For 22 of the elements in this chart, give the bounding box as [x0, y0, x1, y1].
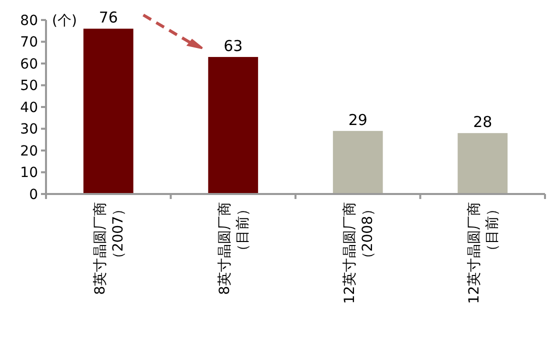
bar [458, 133, 508, 194]
x-tick-label: 12英寸晶圆厂商（2008） [342, 202, 376, 304]
data-label: 76 [98, 8, 118, 27]
y-tick-label: 30 [20, 122, 38, 138]
y-tick-label: 10 [20, 165, 38, 182]
bar [208, 56, 258, 194]
y-tick-label: 60 [20, 56, 38, 72]
x-tick-label: 12英寸晶圆厂商（目前） [466, 202, 501, 304]
y-axis-title: (个) [52, 13, 77, 29]
y-tick-label: 70 [20, 34, 38, 51]
data-label: 28 [473, 113, 492, 132]
data-label: 29 [348, 110, 368, 129]
x-tick-label: 8英寸晶圆厂商（目前） [217, 202, 252, 295]
y-tick-label: 40 [20, 100, 38, 116]
data-label: 63 [224, 36, 243, 55]
y-tick-label: 20 [20, 143, 38, 160]
x-tick-label: 8英寸晶圆厂商（2007） [92, 202, 126, 295]
bar [332, 130, 383, 194]
y-tick-label: 50 [20, 78, 38, 94]
bar [83, 28, 134, 194]
y-tick-label: 0 [29, 186, 38, 203]
y-tick-label: 80 [20, 12, 38, 29]
